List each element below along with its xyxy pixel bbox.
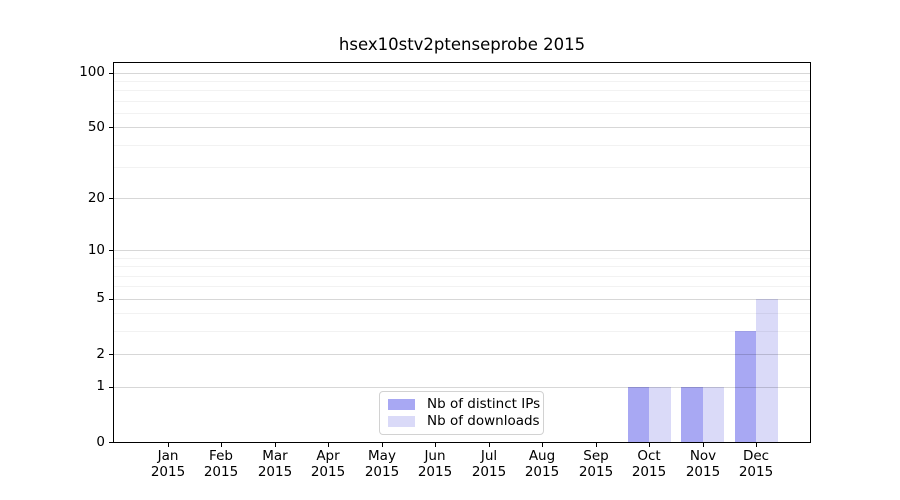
y-tick-mark xyxy=(109,354,113,355)
x-tick-year: 2015 xyxy=(257,463,293,480)
x-tick-mark xyxy=(489,443,490,447)
x-axis-tick-label: Jun 2015 xyxy=(403,448,467,480)
x-tick-year: 2015 xyxy=(471,463,507,480)
x-tick-month: May xyxy=(368,448,396,464)
x-axis-tick-label: Oct 2015 xyxy=(617,448,681,480)
legend-label: Nb of downloads xyxy=(427,413,540,429)
x-tick-year: 2015 xyxy=(364,463,400,480)
legend-item: Nb of downloads xyxy=(388,413,540,430)
bar-nb-of-downloads xyxy=(702,386,725,442)
y-axis-tick-label: 1 xyxy=(96,378,105,394)
x-tick-year: 2015 xyxy=(203,463,239,480)
gridline-minor xyxy=(114,258,810,259)
x-axis-tick-label: Jul 2015 xyxy=(457,448,521,480)
x-tick-mark xyxy=(542,443,543,447)
chart-title: hsex10stv2ptenseprobe 2015 xyxy=(338,35,586,54)
y-tick-mark xyxy=(109,127,113,128)
y-tick-mark xyxy=(109,250,113,251)
gridline-minor xyxy=(114,145,810,146)
x-axis-tick-label: Apr 2015 xyxy=(296,448,360,480)
gridline-major xyxy=(114,73,810,74)
x-tick-mark xyxy=(649,443,650,447)
y-axis-tick-label: 10 xyxy=(87,242,105,258)
x-tick-year: 2015 xyxy=(631,463,667,480)
x-axis-tick-label: Dec 2015 xyxy=(724,448,788,480)
x-axis-tick-label: Jan 2015 xyxy=(136,448,200,480)
gridline-minor xyxy=(114,266,810,267)
x-tick-year: 2015 xyxy=(524,463,560,480)
gridline-major xyxy=(114,198,810,199)
gridline-minor xyxy=(114,276,810,277)
x-axis-tick-label: Mar 2015 xyxy=(243,448,307,480)
x-tick-mark xyxy=(596,443,597,447)
x-tick-year: 2015 xyxy=(310,463,346,480)
x-tick-month: Dec xyxy=(742,448,770,464)
bar-nb-of-downloads xyxy=(649,386,671,442)
gridline-minor xyxy=(114,90,810,91)
y-axis-tick-label: 50 xyxy=(87,119,105,135)
x-tick-month: Jun xyxy=(424,448,446,464)
gridline-major xyxy=(114,127,810,128)
bar-nb-of-distinct-ips xyxy=(627,386,650,442)
gridline-minor xyxy=(114,313,810,314)
x-tick-mark xyxy=(328,443,329,447)
x-tick-month: Jan xyxy=(157,448,179,464)
bar-nb-of-downloads xyxy=(756,298,778,442)
x-tick-month: Apr xyxy=(316,448,340,464)
gridline-minor xyxy=(114,167,810,168)
x-tick-month: Oct xyxy=(637,448,661,464)
x-tick-year: 2015 xyxy=(578,463,614,480)
x-axis-tick-label: May 2015 xyxy=(350,448,414,480)
x-tick-year: 2015 xyxy=(685,463,721,480)
bar-nb-of-distinct-ips xyxy=(734,331,757,442)
legend: Nb of distinct IPs Nb of downloads xyxy=(379,391,544,435)
x-tick-month: Nov xyxy=(689,448,717,464)
gridline-major xyxy=(114,354,810,355)
x-tick-month: Jul xyxy=(480,448,498,464)
legend-swatch-nb-of-downloads xyxy=(388,416,415,427)
gridline-minor xyxy=(114,81,810,82)
x-tick-mark xyxy=(756,443,757,447)
gridline-minor xyxy=(114,113,810,114)
x-axis-tick-label: Aug 2015 xyxy=(510,448,574,480)
x-axis-tick-label: Feb 2015 xyxy=(189,448,253,480)
x-axis-tick-label: Nov 2015 xyxy=(671,448,735,480)
y-axis-tick-label: 100 xyxy=(79,64,105,80)
y-tick-mark xyxy=(109,73,113,74)
y-tick-mark xyxy=(109,299,113,300)
x-tick-mark xyxy=(221,443,222,447)
y-tick-mark xyxy=(109,198,113,199)
gridline-minor xyxy=(114,331,810,332)
gridline-major xyxy=(114,299,810,300)
x-tick-year: 2015 xyxy=(150,463,186,480)
x-tick-mark xyxy=(382,443,383,447)
y-axis-tick-label: 5 xyxy=(96,290,105,306)
x-tick-mark xyxy=(275,443,276,447)
x-tick-mark xyxy=(703,443,704,447)
gridline-major xyxy=(114,250,810,251)
bar-nb-of-distinct-ips xyxy=(681,386,703,442)
x-tick-month: Sep xyxy=(583,448,609,464)
x-tick-month: Aug xyxy=(528,448,556,464)
x-tick-mark xyxy=(435,443,436,447)
legend-item: Nb of distinct IPs xyxy=(388,396,540,413)
y-tick-mark xyxy=(109,442,113,443)
legend-swatch-nb-of-distinct-ips xyxy=(388,399,415,410)
x-tick-mark xyxy=(168,443,169,447)
gridline-minor xyxy=(114,286,810,287)
x-axis-tick-label: Sep 2015 xyxy=(564,448,628,480)
x-tick-year: 2015 xyxy=(738,463,774,480)
x-tick-month: Feb xyxy=(209,448,233,464)
plot-area xyxy=(113,62,811,443)
y-tick-mark xyxy=(109,387,113,388)
x-tick-year: 2015 xyxy=(417,463,453,480)
legend-label: Nb of distinct IPs xyxy=(427,396,541,412)
y-axis-tick-label: 0 xyxy=(96,434,105,450)
x-tick-month: Mar xyxy=(262,448,288,464)
y-axis-tick-label: 2 xyxy=(96,346,105,362)
y-axis-tick-label: 20 xyxy=(87,190,105,206)
gridline-minor xyxy=(114,101,810,102)
